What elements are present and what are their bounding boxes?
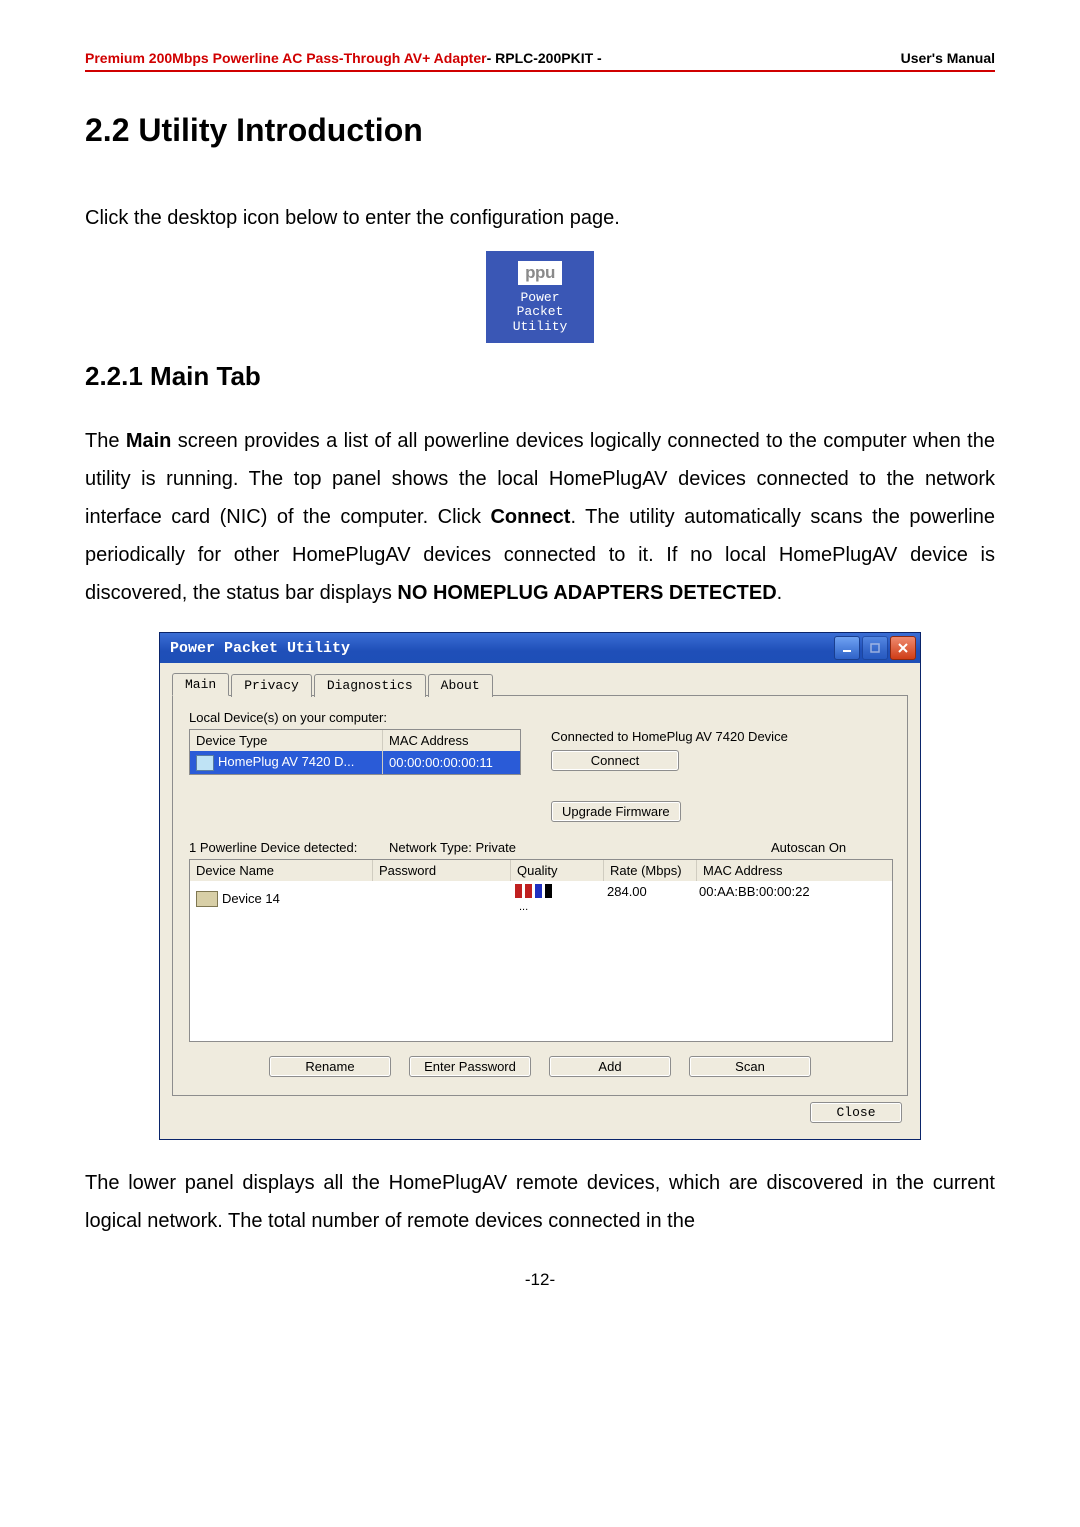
- app-window: Power Packet Utility Main Privacy Diagno…: [159, 632, 921, 1140]
- page-number: -12-: [85, 1270, 995, 1290]
- ppu-line3: Utility: [486, 320, 594, 335]
- col-quality[interactable]: Quality: [511, 860, 604, 881]
- col-rate[interactable]: Rate (Mbps): [604, 860, 697, 881]
- header-model: - RPLC-200PKIT -: [487, 50, 602, 66]
- section-heading-1: 2.2 Utility Introduction: [85, 112, 995, 149]
- page-header: Premium 200Mbps Powerline AC Pass-Throug…: [85, 50, 995, 68]
- header-rule: [85, 70, 995, 72]
- tab-privacy[interactable]: Privacy: [231, 674, 312, 697]
- intro-text: Click the desktop icon below to enter th…: [85, 199, 995, 237]
- close-button[interactable]: Close: [810, 1102, 902, 1123]
- upgrade-firmware-button[interactable]: Upgrade Firmware: [551, 801, 681, 822]
- header-product: Premium 200Mbps Powerline AC Pass-Throug…: [85, 50, 487, 66]
- ppu-line2: Packet: [486, 305, 594, 320]
- header-right: User's Manual: [901, 50, 995, 66]
- titlebar[interactable]: Power Packet Utility: [160, 633, 920, 663]
- local-device-row[interactable]: HomePlug AV 7420 D... 00:00:00:00:00:11: [190, 751, 520, 774]
- device-icon: [196, 755, 214, 771]
- col-device-name[interactable]: Device Name: [190, 860, 373, 881]
- tab-diagnostics[interactable]: Diagnostics: [314, 674, 426, 697]
- plug-icon: [196, 891, 218, 907]
- col-password[interactable]: Password: [373, 860, 511, 881]
- col-mac-address[interactable]: MAC Address: [383, 730, 520, 751]
- devices-detected-label: 1 Powerline Device detected:: [189, 840, 389, 855]
- local-devices-label: Local Device(s) on your computer:: [189, 710, 891, 725]
- tab-main[interactable]: Main: [172, 673, 229, 696]
- ppu-desktop-icon[interactable]: ppu Power Packet Utility: [486, 251, 594, 343]
- close-window-button[interactable]: [890, 636, 916, 660]
- ppu-line1: Power: [486, 291, 594, 306]
- window-title: Power Packet Utility: [170, 640, 834, 657]
- scan-button[interactable]: Scan: [689, 1056, 811, 1077]
- quality-bars: [515, 884, 595, 898]
- section-heading-2: 2.2.1 Main Tab: [85, 361, 995, 392]
- add-button[interactable]: Add: [549, 1056, 671, 1077]
- remote-devices-table: Device Name Password Quality Rate (Mbps)…: [189, 859, 893, 1042]
- network-type-label: Network Type: Private: [389, 840, 771, 855]
- tab-bar: Main Privacy Diagnostics About: [172, 673, 908, 696]
- main-tab-paragraph: The Main screen provides a list of all p…: [85, 422, 995, 612]
- connect-button[interactable]: Connect: [551, 750, 679, 771]
- autoscan-label: Autoscan On: [771, 840, 891, 855]
- minimize-button[interactable]: [834, 636, 860, 660]
- col-device-type[interactable]: Device Type: [190, 730, 383, 751]
- ppu-badge: ppu: [518, 261, 562, 285]
- col-mac[interactable]: MAC Address: [697, 860, 892, 881]
- tab-panel-main: Local Device(s) on your computer: Device…: [172, 695, 908, 1096]
- rename-button[interactable]: Rename: [269, 1056, 391, 1077]
- remote-device-row[interactable]: Device 14 ... 284.00 00:AA:BB:00:00:22: [190, 881, 892, 916]
- lower-panel-paragraph: The lower panel displays all the HomePlu…: [85, 1164, 995, 1240]
- maximize-button[interactable]: [862, 636, 888, 660]
- local-devices-table: Device Type MAC Address HomePlug AV 7420…: [189, 729, 521, 775]
- tab-about[interactable]: About: [428, 674, 493, 697]
- connection-status: Connected to HomePlug AV 7420 Device: [551, 729, 891, 744]
- enter-password-button[interactable]: Enter Password: [409, 1056, 531, 1077]
